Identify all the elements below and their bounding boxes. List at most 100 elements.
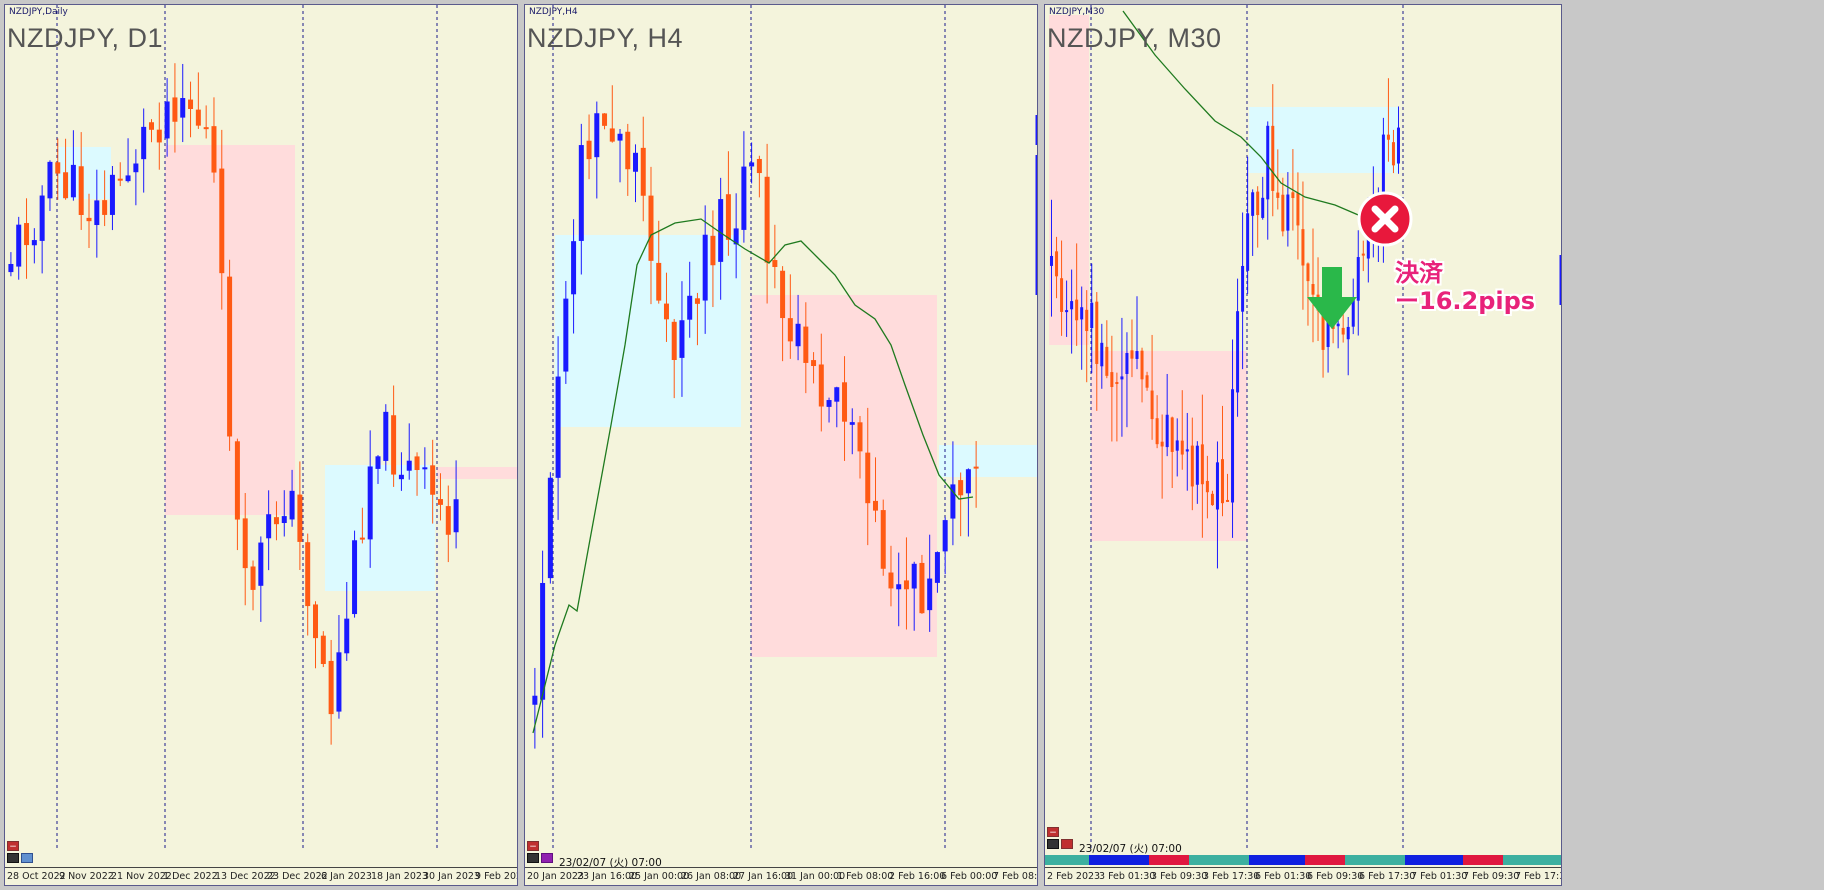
candle-body <box>78 166 84 215</box>
candle-body <box>842 382 848 422</box>
candle-body <box>336 652 342 712</box>
candle-body <box>1236 311 1240 393</box>
candle-body <box>1060 278 1064 312</box>
candle-body <box>133 163 139 173</box>
candle-body <box>625 131 631 170</box>
candle-body <box>195 109 201 126</box>
time-axis-label: 7 Feb 17:30 <box>1515 871 1561 882</box>
time-axis-label: 1 Dec 2022 <box>163 871 218 882</box>
candle-body <box>950 484 956 519</box>
moving-average-line <box>532 218 974 734</box>
candle-body <box>453 499 459 533</box>
candle-body <box>733 228 739 245</box>
candle-body <box>1231 389 1235 503</box>
candle-body <box>8 263 14 273</box>
candle-body <box>1271 125 1275 191</box>
price-zone <box>939 445 1037 477</box>
candle-body <box>1175 440 1179 451</box>
candle-body <box>787 318 793 342</box>
candle-body <box>266 514 272 539</box>
candle-body <box>795 323 801 347</box>
candle-body <box>227 276 233 437</box>
minimize-icon[interactable]: − <box>527 841 539 852</box>
candle-body <box>1391 142 1395 166</box>
time-axis-label: 9 Feb 2023 <box>475 871 517 882</box>
candle-body <box>1356 257 1360 301</box>
candle-body <box>180 98 186 118</box>
candle-body <box>1296 193 1300 226</box>
chart-panel-d1[interactable]: NZDJPY,Daily NZDJPY, D1 − 28 Oct 2022 9 N… <box>4 4 518 886</box>
candlestick-chart-h4[interactable] <box>525 5 1038 869</box>
candle-body <box>1150 390 1154 420</box>
candle-body <box>687 295 693 320</box>
candle-body <box>1366 227 1370 259</box>
candle-body <box>849 422 855 425</box>
candle-body <box>328 660 334 715</box>
chart-panel-m30[interactable]: NZDJPY,M30 NZDJPY, M30 − 23/02/07 (火) 07… <box>1044 4 1562 886</box>
indicator-icon[interactable] <box>541 853 553 863</box>
candle-body <box>1140 350 1144 380</box>
candle-body <box>367 466 373 540</box>
candle-body <box>617 133 623 141</box>
candle-body <box>1055 251 1059 277</box>
candle-body <box>803 326 809 363</box>
toggle-icon[interactable] <box>527 853 539 863</box>
candle-body <box>648 195 654 261</box>
candle-body <box>1100 342 1104 367</box>
candlestick-chart-m30[interactable] <box>1045 5 1562 869</box>
annotation-line2: ー16.2pips <box>1395 287 1536 315</box>
candle-body <box>422 467 428 470</box>
toggle-icon[interactable] <box>7 853 19 863</box>
candle-body <box>352 540 358 615</box>
indicator-icon[interactable] <box>21 853 33 863</box>
price-zone <box>1049 15 1089 345</box>
candle-body <box>656 262 662 301</box>
candle-body <box>1095 301 1099 364</box>
candle-body <box>1341 327 1345 335</box>
moving-average-line <box>1122 10 1364 218</box>
candle-body <box>250 566 256 590</box>
time-axis-label: 6 Feb 01:30 <box>1255 871 1312 882</box>
time-axis-label: 6 Feb 09:30 <box>1307 871 1364 882</box>
candle-body <box>563 298 569 372</box>
candle-body <box>258 542 264 586</box>
toggle-icon[interactable] <box>1047 839 1059 849</box>
candle-body <box>109 174 115 215</box>
candle-body <box>555 376 561 478</box>
candle-body <box>1276 192 1280 198</box>
candle-body <box>1226 499 1230 502</box>
minimize-icon[interactable]: − <box>7 841 19 852</box>
time-axis: 20 Jan 2023 23 Jan 16:00 25 Jan 00:00 26 Ja… <box>525 867 1037 885</box>
panel-caption: NZDJPY,H4 <box>529 7 578 17</box>
candle-body <box>903 580 909 590</box>
candle-body <box>702 234 708 301</box>
candle-body <box>359 537 365 540</box>
candle-body <box>872 500 878 511</box>
candlestick-chart-d1[interactable] <box>5 5 518 869</box>
candle-body <box>663 303 669 320</box>
candle-body <box>1120 376 1124 380</box>
candle-body <box>633 152 639 172</box>
chart-panel-h4[interactable]: NZDJPY,H4 NZDJPY, H4 − 23/02/07 (火) 07:0… <box>524 4 1038 886</box>
candle-body <box>313 604 319 639</box>
candle-body <box>188 99 194 110</box>
indicator-icon[interactable] <box>1061 839 1073 849</box>
candle-body <box>16 224 22 267</box>
candle-body <box>694 298 700 304</box>
candle-body <box>102 200 108 215</box>
time-axis-label: 21 Nov 2022 <box>111 871 172 882</box>
settlement-annotation: 決済 ー16.2pips <box>1395 259 1535 315</box>
minimize-icon[interactable]: − <box>1047 827 1059 838</box>
candle-body <box>1050 255 1054 266</box>
candle-body <box>749 162 755 167</box>
candle-body <box>445 506 451 535</box>
candle-body <box>571 241 577 295</box>
time-axis-label: 3 Feb 17:30 <box>1203 871 1260 882</box>
candle-body <box>1195 445 1199 485</box>
candle-body <box>1110 372 1114 387</box>
candle-body <box>857 422 863 452</box>
candle-body <box>406 460 412 471</box>
session-bar <box>1045 855 1561 865</box>
close-x-icon <box>1357 191 1413 247</box>
candle-body <box>344 618 350 654</box>
